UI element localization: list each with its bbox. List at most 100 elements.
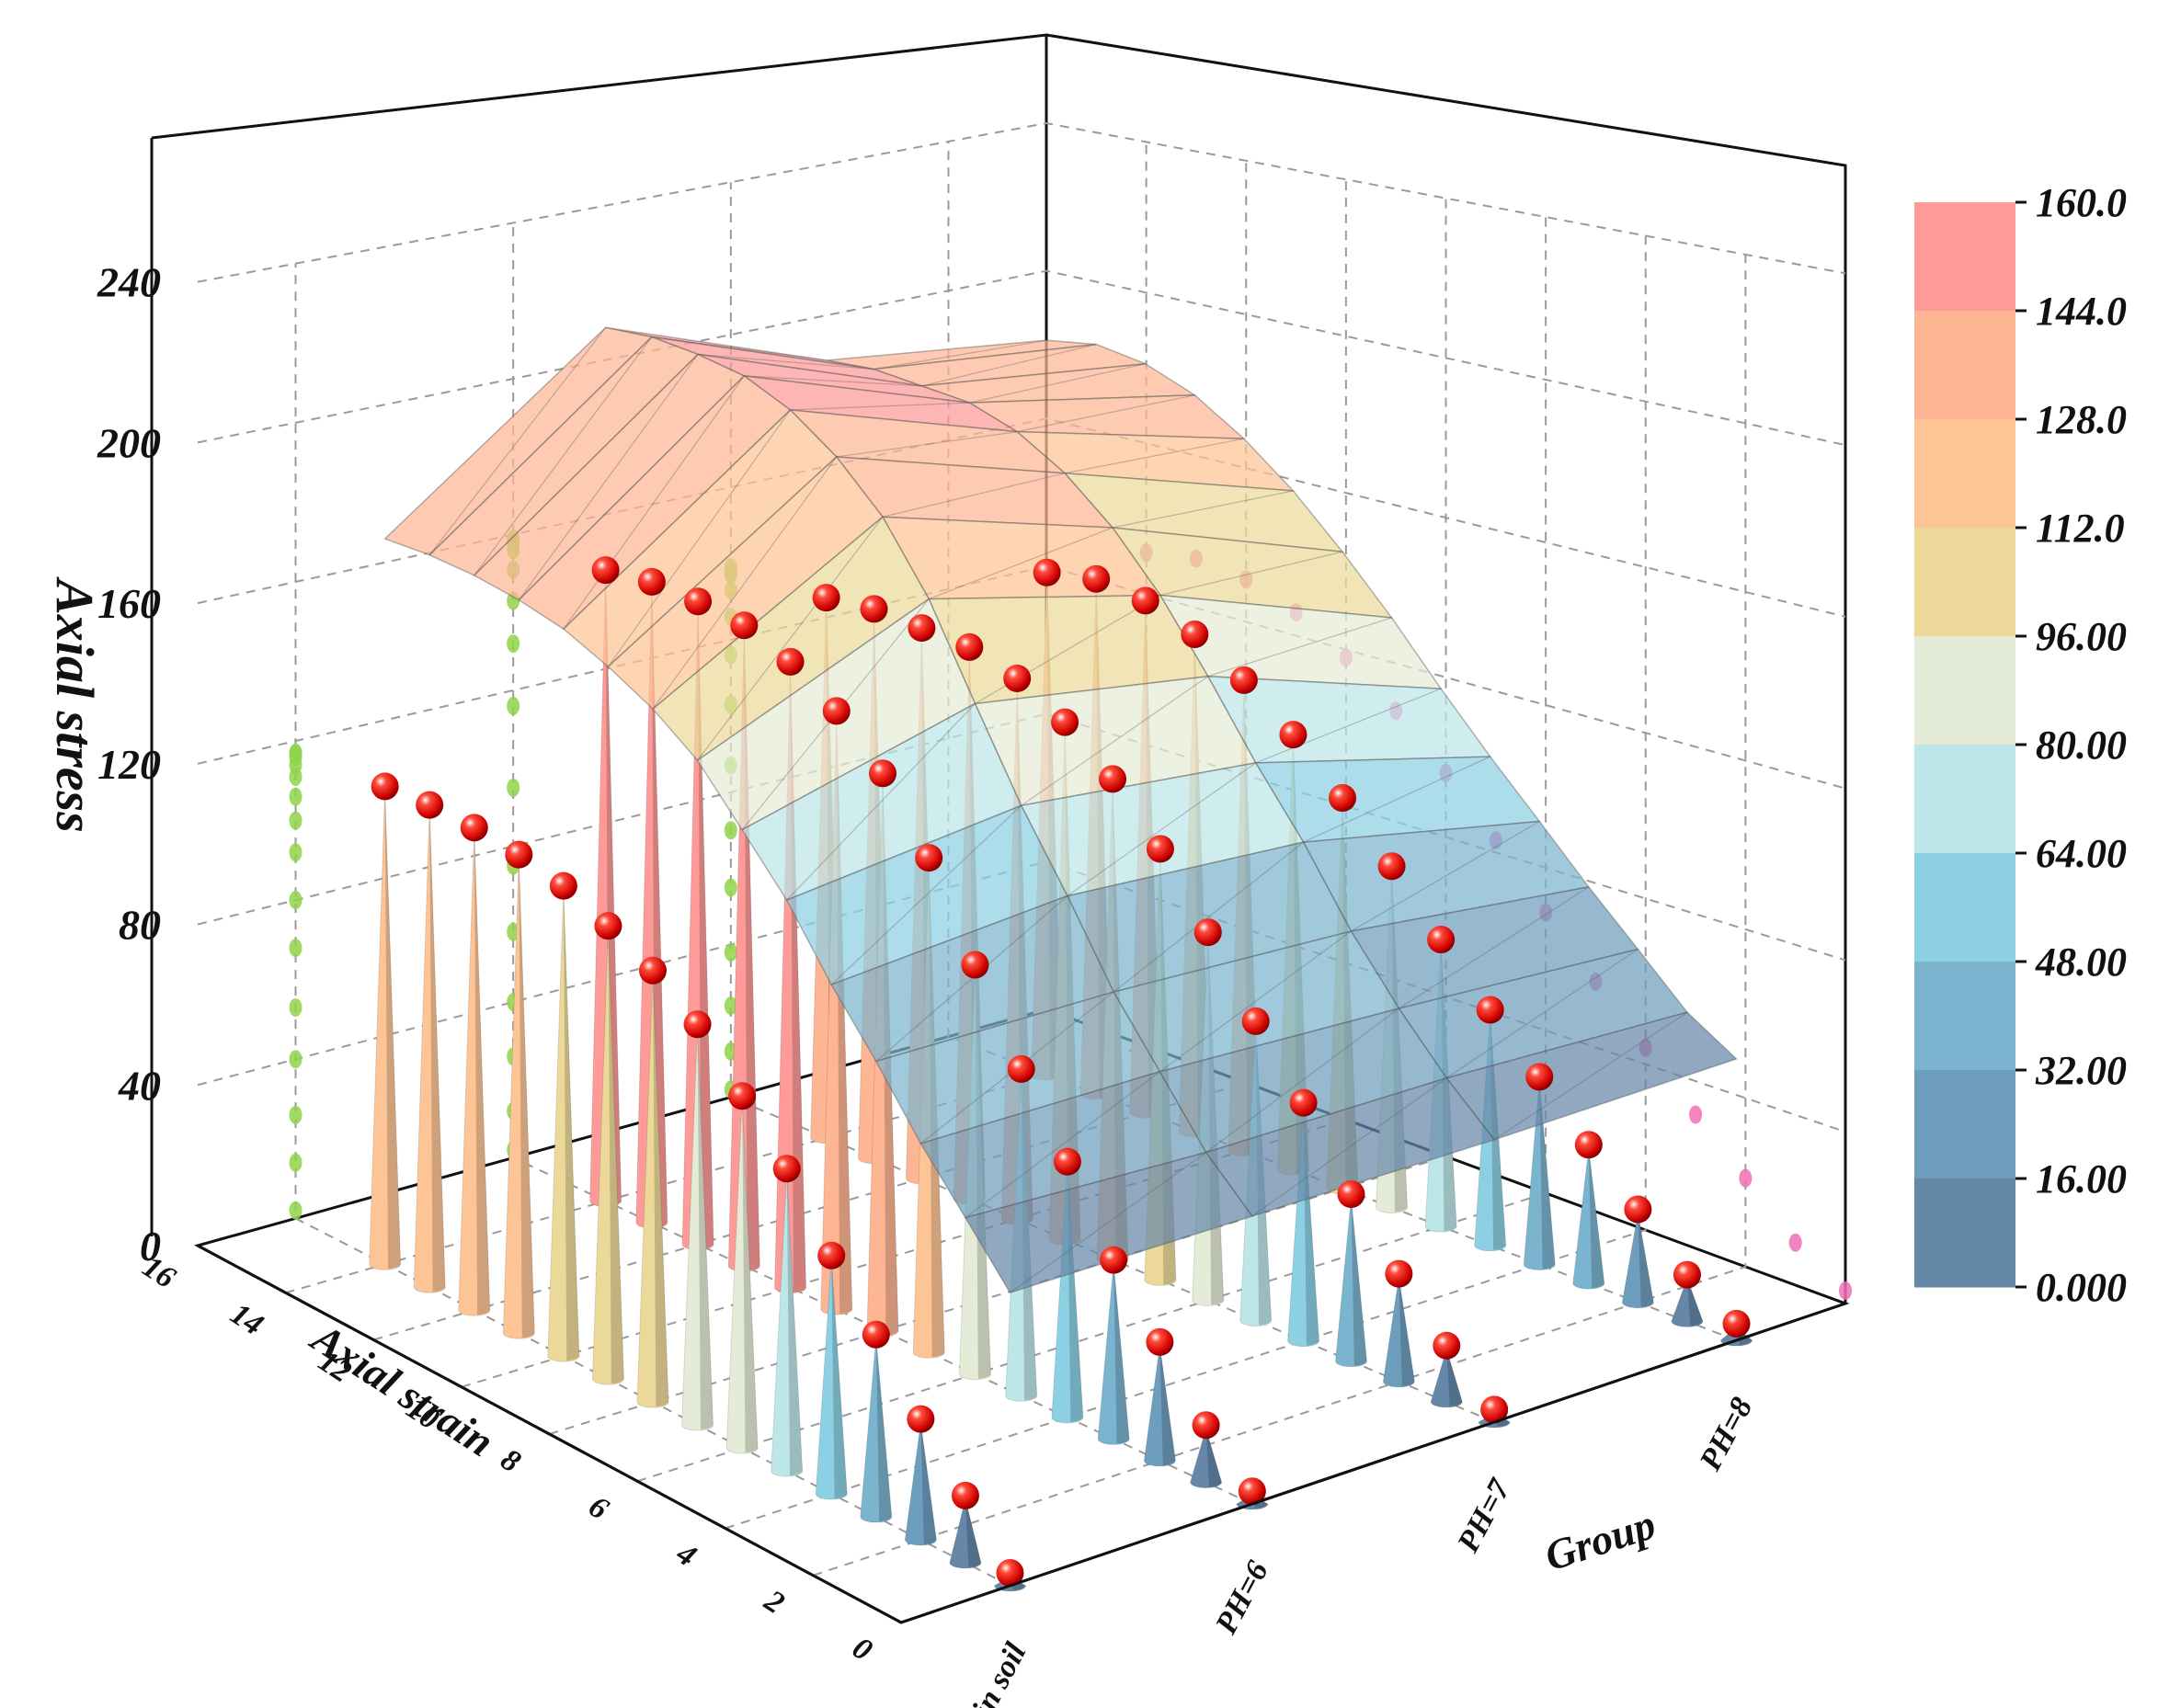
- data-point-ball: [683, 1010, 712, 1039]
- colorbar-tick-label: 64.00: [2036, 831, 2127, 876]
- z-gridline: [197, 121, 1846, 283]
- surface-mesh-line: [1399, 886, 1590, 1009]
- surface-patch: [473, 353, 746, 601]
- projection-dot: [289, 939, 303, 958]
- data-cone-shade: [875, 1338, 892, 1522]
- data-point-ball: [817, 1241, 846, 1270]
- data-cone: [815, 1258, 848, 1500]
- data-cone: [1382, 1277, 1415, 1388]
- surface-mesh-line: [1351, 820, 1540, 932]
- data-point-ball: [776, 647, 805, 676]
- projection-dot: [289, 891, 303, 910]
- surface-mesh-line: [1207, 617, 1392, 678]
- data-cone: [369, 790, 402, 1270]
- data-point-ball: [822, 697, 851, 725]
- data-point-ball: [1574, 1131, 1603, 1159]
- data-cone: [904, 1422, 937, 1546]
- data-cone: [860, 1338, 893, 1523]
- projection-dot: [1689, 1105, 1703, 1124]
- surface-mesh-line: [1493, 1011, 1688, 1141]
- data-cone: [1621, 1213, 1654, 1309]
- data-cone-shade: [1588, 1148, 1604, 1289]
- data-cone: [547, 889, 580, 1362]
- colorbar-tick-label: 0.000: [2036, 1265, 2127, 1310]
- surface-mesh-line: [873, 339, 1047, 370]
- data-point-ball: [1193, 918, 1222, 947]
- surface-patch: [518, 374, 792, 631]
- data-point-ball: [915, 844, 943, 872]
- data-cone-shade: [786, 1172, 803, 1476]
- data-cone-shade: [1205, 1429, 1222, 1487]
- colorbar-segment: [1914, 311, 2015, 420]
- data-cone-shade: [965, 1498, 981, 1567]
- surface-mesh-line: [786, 703, 976, 901]
- data-cone: [413, 808, 446, 1293]
- colorbar-tick-label: 80.00: [2036, 723, 2127, 768]
- z-tick-label: 80: [119, 902, 161, 949]
- data-cone: [820, 714, 853, 1315]
- surface-mesh-line: [651, 336, 827, 361]
- strain-gridline: [725, 235, 1647, 1530]
- data-point-ball: [1385, 1259, 1413, 1288]
- surface-mesh-line: [1159, 930, 1352, 1073]
- data-point-ball: [730, 611, 759, 640]
- z-tick-label: 120: [97, 741, 161, 788]
- data-point-ball: [1279, 721, 1307, 749]
- z-tick-label: 200: [97, 419, 161, 466]
- data-cone-shade: [742, 1099, 759, 1453]
- data-cone: [1523, 1080, 1556, 1270]
- group-tick-label: PH=7: [1451, 1473, 1518, 1559]
- colorbar-segment: [1914, 1070, 2015, 1179]
- data-point-ball: [1131, 586, 1159, 615]
- data-cone-shade: [1351, 1197, 1367, 1366]
- data-point-ball: [907, 1405, 935, 1433]
- colorbar-segment: [1914, 1179, 2015, 1288]
- z-axis-title: Axial stress: [45, 576, 105, 833]
- surface-patch: [1015, 430, 1296, 492]
- colorbar-segment: [1914, 202, 2015, 312]
- surface-mesh-line: [1255, 688, 1442, 764]
- data-point-ball: [951, 1481, 979, 1509]
- surface-mesh-line: [882, 473, 1066, 518]
- projection-dot: [289, 1050, 303, 1069]
- data-point-ball: [1099, 765, 1126, 793]
- data-cone-shade: [1446, 1349, 1463, 1406]
- data-point-ball: [961, 951, 989, 979]
- strain-gridline: [636, 217, 1547, 1483]
- colorbar-segment: [1914, 419, 2015, 529]
- data-cone-shade: [384, 790, 401, 1270]
- data-cone: [1572, 1148, 1605, 1290]
- surface-mesh-line: [697, 516, 884, 761]
- data-point-ball: [505, 840, 533, 869]
- colorbar-tick-label: 128.0: [2036, 397, 2127, 442]
- data-point-ball: [1241, 1007, 1270, 1035]
- data-cone-shade: [831, 1258, 848, 1499]
- colorbar-tick-label: 144.0: [2036, 289, 2127, 334]
- data-cone-shade: [1113, 1263, 1130, 1444]
- surface-mesh-line: [607, 409, 792, 667]
- group-tick-label: PH=8: [1693, 1392, 1759, 1476]
- data-point-ball: [1377, 852, 1406, 881]
- surface-mesh-line: [563, 375, 745, 630]
- data-point-ball: [1525, 1063, 1554, 1091]
- surface-mesh-line: [875, 895, 1068, 1062]
- surface-mesh-line: [830, 804, 1022, 985]
- colorbar-tick-label: 48.00: [2035, 939, 2127, 985]
- data-cone: [636, 974, 669, 1408]
- data-point-ball: [772, 1155, 801, 1183]
- projection-dot: [289, 811, 303, 830]
- data-cone-shade: [1638, 1213, 1654, 1307]
- data-cone: [1097, 1263, 1130, 1445]
- surface-mesh-line: [1064, 438, 1244, 474]
- data-cone-shade: [1159, 1345, 1176, 1465]
- surface-mesh-line: [744, 375, 922, 387]
- group-axis-title: Group: [1539, 1500, 1661, 1579]
- data-cone-shade: [1399, 1277, 1415, 1386]
- data-point-ball: [955, 632, 984, 661]
- data-point-ball: [1192, 1411, 1220, 1440]
- data-point-ball: [1433, 1331, 1461, 1360]
- surface-mesh-line: [1067, 762, 1257, 897]
- data-point-ball: [639, 956, 667, 985]
